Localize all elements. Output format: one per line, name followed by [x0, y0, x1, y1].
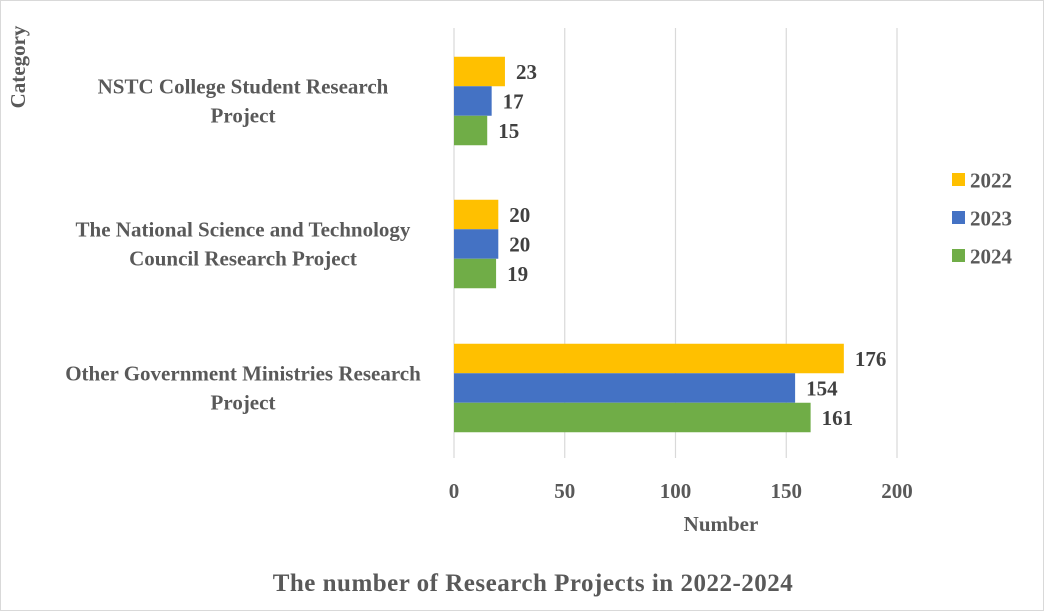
legend-label: 2022 [970, 169, 1012, 193]
bar-2023 [454, 373, 796, 403]
category-label-line: Council Research Project [129, 247, 357, 271]
data-label: 176 [855, 347, 887, 371]
legend-label: 2023 [970, 207, 1012, 231]
legend-swatch-2024 [952, 249, 965, 262]
data-label: 20 [509, 233, 530, 257]
chart-title: The number of Research Projects in 2022-… [273, 570, 794, 597]
category-label-line: Other Government Ministries Research [65, 362, 421, 386]
data-label: 154 [806, 377, 838, 401]
bar-2022 [454, 199, 499, 230]
bar-2024 [454, 258, 497, 289]
data-labels: 23 17 15 20 20 19 176 154 161 [498, 60, 886, 430]
category-label-line: Project [211, 391, 276, 415]
data-label: 15 [498, 119, 519, 143]
x-tick-label: 150 [771, 479, 803, 503]
y-axis-title: Category [6, 25, 30, 108]
bar-2023 [454, 86, 492, 116]
x-axis-title: Number [684, 512, 759, 536]
category-label-line: The National Science and Technology [76, 218, 411, 242]
legend-swatch-2023 [952, 211, 965, 224]
bar-2024 [454, 115, 488, 146]
data-label: 19 [507, 262, 528, 286]
legend-label: 2024 [970, 245, 1013, 269]
x-tick-label: 50 [554, 479, 575, 503]
x-tick-labels: 0 50 100 150 200 [449, 479, 913, 503]
legend-swatch-2022 [952, 173, 965, 186]
bar-2022 [454, 56, 505, 87]
data-label: 17 [503, 90, 524, 114]
category-label: The National Science and Technology Counc… [76, 218, 411, 271]
data-label: 23 [516, 60, 537, 84]
bar-2022 [454, 343, 844, 374]
bar-2024 [454, 402, 811, 433]
category-label-line: NSTC College Student Research [98, 75, 389, 99]
x-tick-label: 100 [660, 479, 692, 503]
x-tick-label: 200 [881, 479, 913, 503]
category-labels: NSTC College Student Research Project The … [65, 75, 421, 415]
category-label-line: Project [211, 104, 276, 128]
x-tick-label: 0 [449, 479, 460, 503]
data-label: 20 [509, 203, 530, 227]
category-label: Other Government Ministries Research Proj… [65, 362, 421, 415]
data-label: 161 [822, 406, 854, 430]
category-label: NSTC College Student Research Project [98, 75, 389, 128]
bars [454, 56, 844, 433]
bar-2023 [454, 229, 499, 259]
legend: 2022 2023 2024 [952, 169, 1013, 269]
